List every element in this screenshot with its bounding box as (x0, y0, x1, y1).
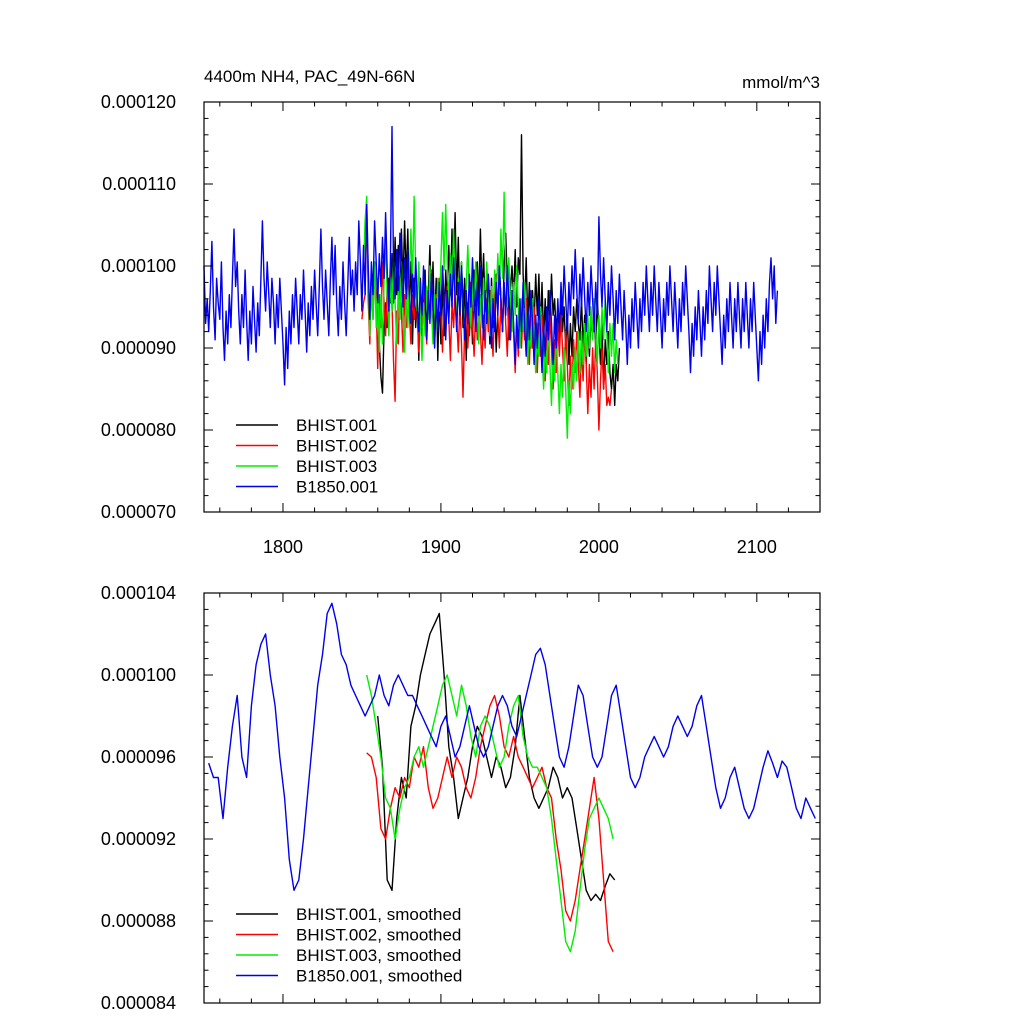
series-line-4 (203, 125, 779, 386)
legend-label: BHIST.002, smoothed (296, 926, 461, 945)
top-panel: 4400m NH4, PAC_49N-66N mmol/m^3 0.000070… (101, 67, 821, 557)
legend-label: BHIST.003 (296, 457, 377, 476)
y-tick-label: 0.000120 (101, 92, 176, 112)
y-tick-label: 0.000100 (101, 665, 176, 685)
axis-ticks: 0.000070 0.000080 0.000090 0.000100 0.000110… (101, 92, 821, 557)
y-tick-label: 0.000080 (101, 420, 176, 440)
x-tick-label: 2000 (579, 537, 619, 557)
legend-label: BHIST.001 (296, 416, 377, 435)
x-tick-label: 2100 (737, 537, 777, 557)
legend-label: BHIST.002 (296, 437, 377, 456)
y-tick-label: 0.000088 (101, 911, 176, 931)
chart-title: 4400m NH4, PAC_49N-66N (204, 67, 415, 86)
plot-frame (203, 101, 821, 513)
y-tick-label: 0.000110 (102, 174, 176, 194)
series-group (208, 602, 816, 953)
legend-label: B1850.001 (296, 478, 378, 497)
series-line-3 (366, 674, 614, 953)
legend-label: BHIST.003, smoothed (296, 946, 461, 965)
legend: BHIST.001, smoothed BHIST.002, smoothedBH… (236, 905, 462, 986)
y-tick-label: 0.000070 (101, 502, 176, 522)
series-group (203, 125, 779, 439)
axis-ticks: 0.000084 0.000088 0.000092 0.000096 0.000100… (101, 583, 821, 1013)
y-tick-label: 0.000096 (101, 747, 176, 767)
series-line-1 (377, 612, 616, 902)
series-line-4 (208, 602, 816, 891)
legend-label: B1850.001, smoothed (296, 967, 462, 986)
bottom-panel: 0.000084 0.000088 0.000092 0.000096 0.000100… (101, 583, 821, 1013)
y-tick-label: 0.000090 (101, 338, 176, 358)
units-label: mmol/m^3 (742, 73, 820, 92)
series-line-2 (366, 694, 614, 952)
plot-frame (203, 592, 821, 1004)
y-tick-label: 0.000092 (101, 829, 176, 849)
x-tick-label: 1800 (263, 537, 303, 557)
y-tick-label: 0.000104 (101, 583, 176, 603)
legend-label: BHIST.001, smoothed (296, 905, 461, 924)
y-tick-label: 0.000100 (101, 256, 176, 276)
x-tick-label: 1900 (421, 537, 461, 557)
y-tick-label: 0.000084 (101, 993, 176, 1013)
